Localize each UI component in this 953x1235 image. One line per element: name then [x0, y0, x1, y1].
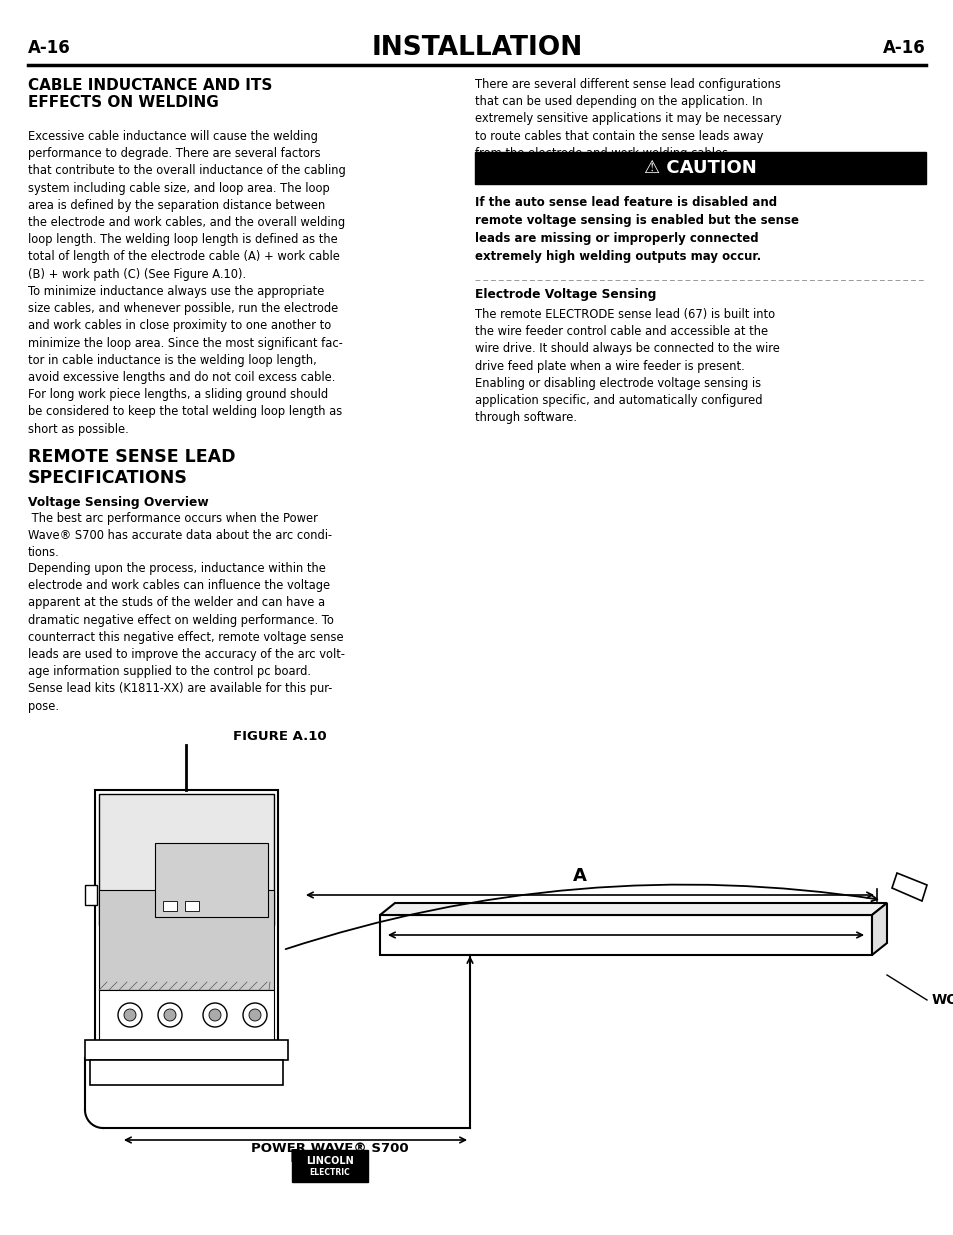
Circle shape — [243, 1003, 267, 1028]
Text: There are several different sense lead configurations
that can be used depending: There are several different sense lead c… — [475, 78, 781, 159]
Circle shape — [158, 1003, 182, 1028]
Bar — [85, 885, 97, 905]
Text: REMOTE SENSE LEAD
SPECIFICATIONS: REMOTE SENSE LEAD SPECIFICATIONS — [28, 448, 235, 487]
Text: A-16: A-16 — [882, 40, 925, 57]
Text: The remote ELECTRODE sense lead (67) is built into
the wire feeder control cable: The remote ELECTRODE sense lead (67) is … — [475, 308, 779, 424]
Circle shape — [124, 1009, 136, 1021]
Bar — [99, 890, 274, 990]
Bar — [95, 790, 277, 1050]
Bar — [292, 1150, 368, 1182]
Polygon shape — [379, 903, 886, 915]
Bar — [379, 915, 871, 955]
Text: Electrode Voltage Sensing: Electrode Voltage Sensing — [475, 288, 656, 301]
Polygon shape — [891, 873, 926, 902]
Bar — [99, 990, 274, 1040]
Text: Voltage Sensing Overview: Voltage Sensing Overview — [28, 496, 209, 509]
Text: FIGURE A.10: FIGURE A.10 — [233, 730, 327, 743]
Bar — [163, 902, 177, 911]
Text: A: A — [573, 867, 586, 885]
Bar — [99, 794, 274, 925]
Text: POWER WAVE® S700: POWER WAVE® S700 — [251, 1141, 409, 1155]
Bar — [85, 1040, 288, 1060]
Text: Depending upon the process, inductance within the
electrode and work cables can : Depending upon the process, inductance w… — [28, 562, 345, 713]
Text: A-16: A-16 — [28, 40, 71, 57]
Text: CABLE INDUCTANCE AND ITS
EFFECTS ON WELDING: CABLE INDUCTANCE AND ITS EFFECTS ON WELD… — [28, 78, 273, 110]
Text: To minimize inductance always use the appropriate
size cables, and whenever poss: To minimize inductance always use the ap… — [28, 285, 342, 436]
Text: B: B — [289, 1149, 301, 1166]
Polygon shape — [871, 903, 886, 955]
Text: ELECTRIC: ELECTRIC — [310, 1167, 350, 1177]
Bar — [185, 902, 199, 911]
Bar — [294, 1152, 366, 1179]
Text: WORK: WORK — [931, 993, 953, 1007]
Text: INSTALLATION: INSTALLATION — [371, 35, 582, 61]
Circle shape — [164, 1009, 175, 1021]
Circle shape — [203, 1003, 227, 1028]
Bar — [475, 152, 925, 184]
Bar — [154, 842, 268, 918]
Text: The best arc performance occurs when the Power
Wave® S700 has accurate data abou: The best arc performance occurs when the… — [28, 513, 332, 559]
Circle shape — [209, 1009, 221, 1021]
Circle shape — [118, 1003, 142, 1028]
Text: LINCOLN: LINCOLN — [306, 1156, 354, 1166]
Text: ⚠ CAUTION: ⚠ CAUTION — [643, 159, 756, 177]
Text: Excessive cable inductance will cause the welding
performance to degrade. There : Excessive cable inductance will cause th… — [28, 130, 345, 280]
Circle shape — [249, 1009, 261, 1021]
Text: C: C — [619, 909, 632, 927]
Text: If the auto sense lead feature is disabled and
remote voltage sensing is enabled: If the auto sense lead feature is disabl… — [475, 196, 799, 263]
Bar — [90, 1060, 283, 1086]
